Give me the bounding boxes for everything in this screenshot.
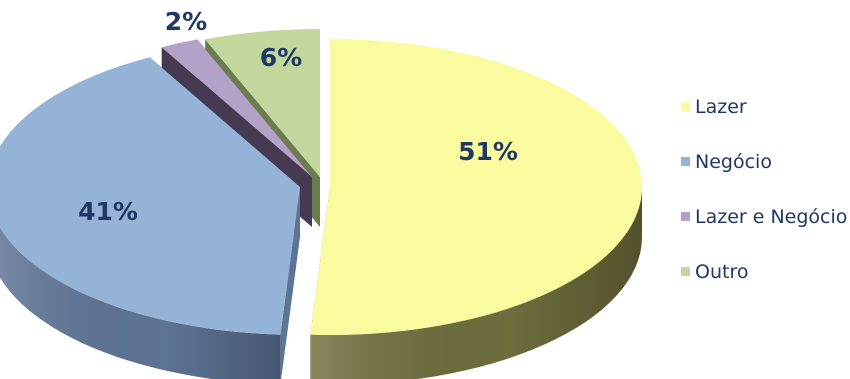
legend-swatch-lazer [681, 102, 690, 111]
pie-slice-negocio [0, 57, 300, 335]
legend: Lazer Negócio Lazer e Negócio Outro [681, 96, 847, 283]
pie-slice-lazer [310, 39, 643, 336]
pie-slice-lazer-e-negocio [161, 39, 312, 177]
legend-swatch-outro [681, 267, 690, 276]
slice-label-outro: 6% [260, 43, 302, 72]
legend-swatch-lazer-e-negocio [681, 212, 690, 221]
pie-labels: 51% 41% 2% 6% [78, 7, 518, 226]
pie-tops [0, 29, 643, 336]
legend-label-lazer: Lazer [695, 96, 747, 118]
legend-swatch-negocio [681, 157, 690, 166]
legend-label-lazer-e-negocio: Lazer e Negócio [695, 206, 847, 228]
pie-side-shade-negocio [0, 227, 281, 379]
slice-label-negocio: 41% [78, 197, 138, 226]
legend-label-outro: Outro [695, 261, 748, 283]
slice-label-lazer: 51% [458, 137, 518, 166]
pie-slice-outro [205, 29, 320, 177]
pie-side-shade-lazer [310, 187, 642, 379]
legend-label-negocio: Negócio [695, 151, 772, 173]
slice-label-lazer-e-negocio: 2% [165, 7, 207, 36]
pie-edge-negocio [280, 187, 300, 379]
